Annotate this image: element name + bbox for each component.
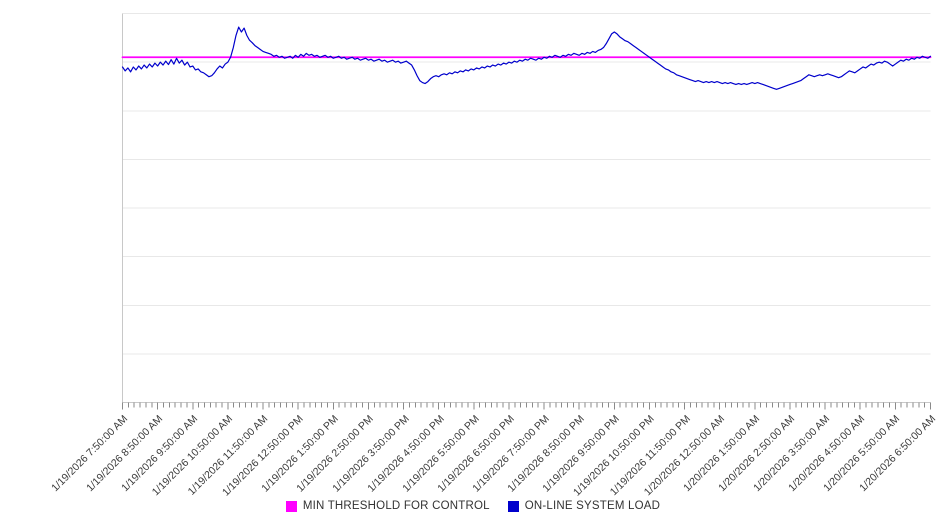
legend-label-threshold: MIN THRESHOLD FOR CONTROL [302,500,490,512]
gridlines [122,13,931,403]
x-axis-ticks [122,402,931,410]
legend-item-threshold[interactable]: MIN THRESHOLD FOR CONTROL [285,500,490,512]
legend-swatch-threshold [285,500,297,512]
legend-swatch-load [507,500,519,512]
legend-label-load: ON-LINE SYSTEM LOAD [524,500,661,512]
chart-legend: MIN THRESHOLD FOR CONTROL ON-LINE SYSTEM… [0,496,946,516]
series-line-load [121,26,932,90]
legend-item-load[interactable]: ON-LINE SYSTEM LOAD [507,500,661,512]
data-series [121,26,932,90]
